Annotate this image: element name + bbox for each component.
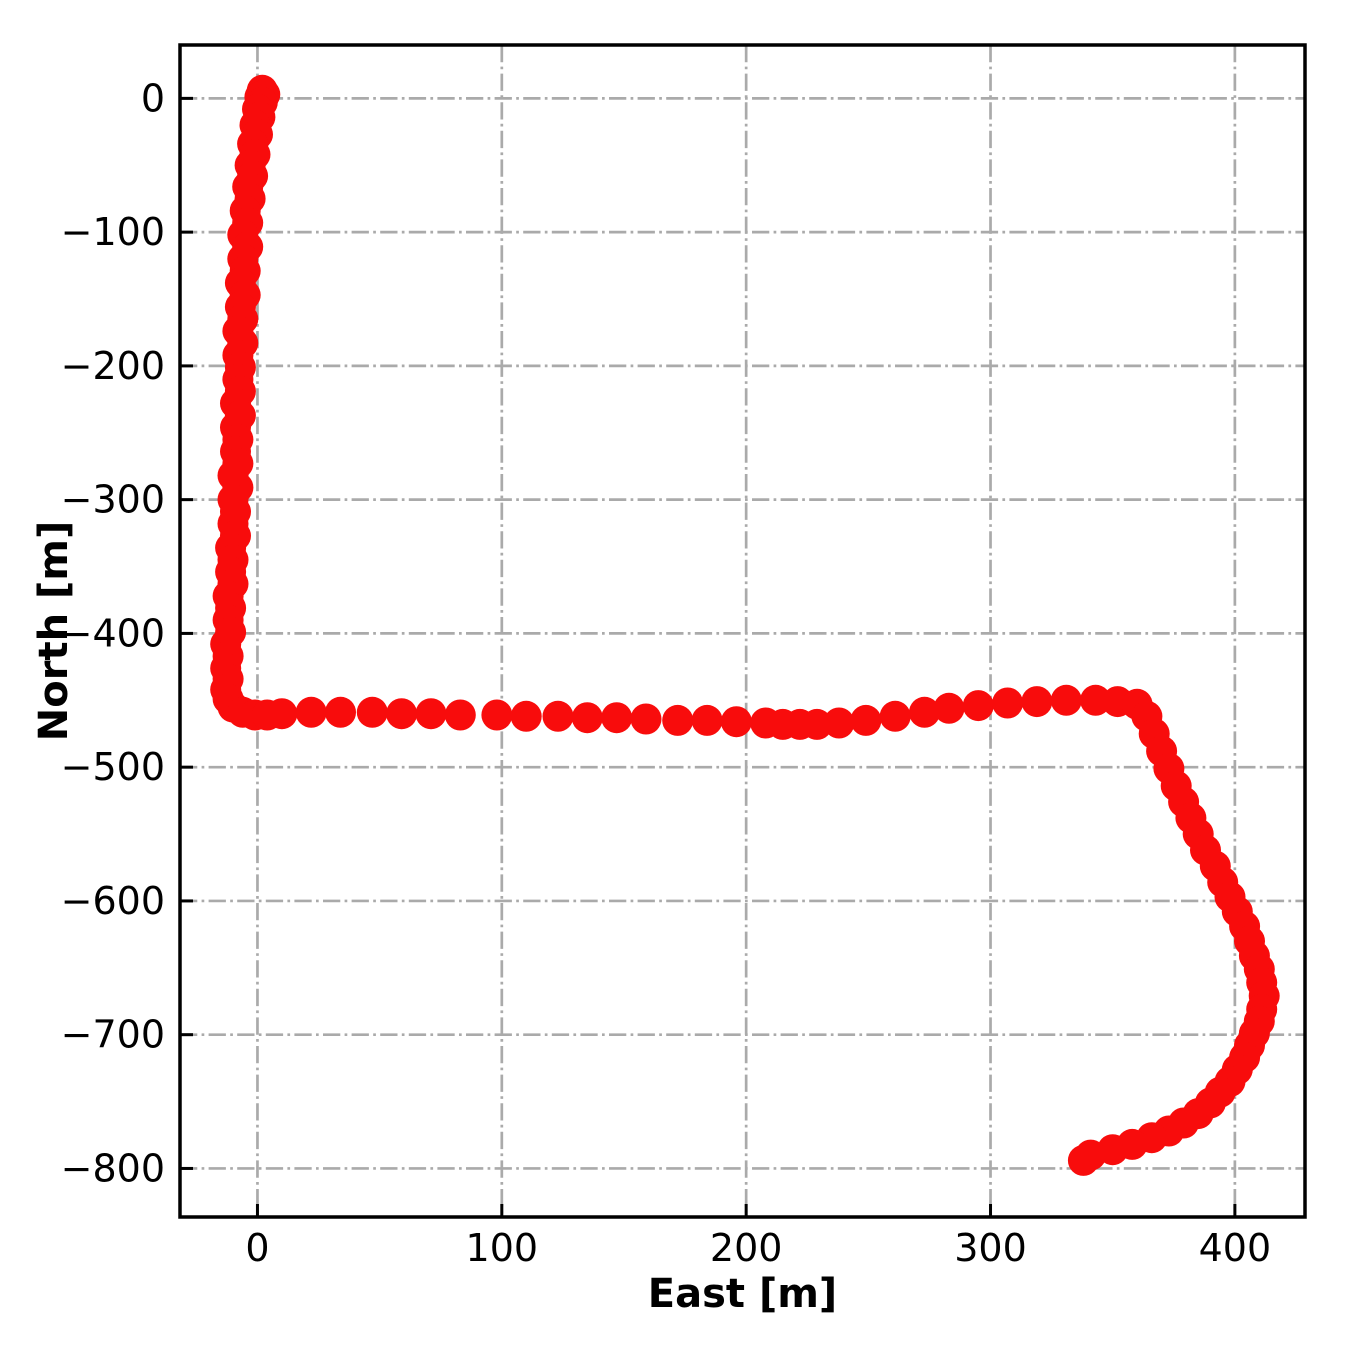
scatter-point xyxy=(691,704,723,736)
y-tick-label: −200 xyxy=(61,344,165,388)
label-layer: East [m] North [m] xyxy=(31,521,837,1317)
scatter-point xyxy=(720,706,752,738)
scatter-point xyxy=(823,707,855,739)
y-tick-label: −600 xyxy=(61,879,165,923)
y-tick-label: −800 xyxy=(61,1146,165,1190)
scatter-point xyxy=(295,696,327,728)
plot-border xyxy=(178,43,1307,1219)
scatter-point xyxy=(444,699,476,731)
x-tick-label: 400 xyxy=(1199,1226,1272,1270)
scatter-point xyxy=(630,703,662,735)
scatter-point xyxy=(510,700,542,732)
scatter-point xyxy=(325,696,356,728)
grid-layer xyxy=(180,45,1305,1217)
y-axis-label: North [m] xyxy=(31,521,77,741)
y-tick-label: −400 xyxy=(61,611,165,655)
scatter-point xyxy=(801,708,833,740)
x-tick-label: 200 xyxy=(710,1226,783,1270)
scatter-point xyxy=(601,702,633,734)
scatter-point xyxy=(850,704,882,736)
y-tick-label: −700 xyxy=(61,1013,165,1057)
x-tick-label: 100 xyxy=(466,1226,539,1270)
scatter-point xyxy=(542,700,574,732)
y-tick-label: −300 xyxy=(61,478,165,522)
x-tick-label: 300 xyxy=(954,1226,1027,1270)
scatter-point xyxy=(933,692,965,724)
scatter-point xyxy=(356,696,388,728)
trajectory-points xyxy=(210,74,1280,1176)
scatter-point xyxy=(1021,686,1053,718)
scatter-point xyxy=(1080,684,1112,716)
scatter-point xyxy=(992,687,1024,719)
scatter-point xyxy=(481,699,513,731)
y-tick-label: 0 xyxy=(141,76,165,120)
scatter-point xyxy=(1067,1144,1099,1176)
x-axis-label: East [m] xyxy=(648,1271,837,1317)
scatter-point xyxy=(386,698,418,730)
y-tick-label: −500 xyxy=(61,745,165,789)
scatter-point xyxy=(909,696,940,728)
scatter-point xyxy=(962,690,994,722)
tick-layer: 0 100 200 300 400 0 −100 −200 −300 −400 −500 −600 −7… xyxy=(61,76,1272,1270)
scatter-point xyxy=(266,698,298,730)
x-tick-label: 0 xyxy=(245,1226,269,1270)
y-tick-label: −100 xyxy=(61,210,165,254)
scatter-point xyxy=(1050,684,1082,716)
scatter-point xyxy=(879,700,911,732)
scatter-point xyxy=(662,704,694,736)
scatter-point xyxy=(571,702,603,734)
scatter-point xyxy=(415,698,447,730)
